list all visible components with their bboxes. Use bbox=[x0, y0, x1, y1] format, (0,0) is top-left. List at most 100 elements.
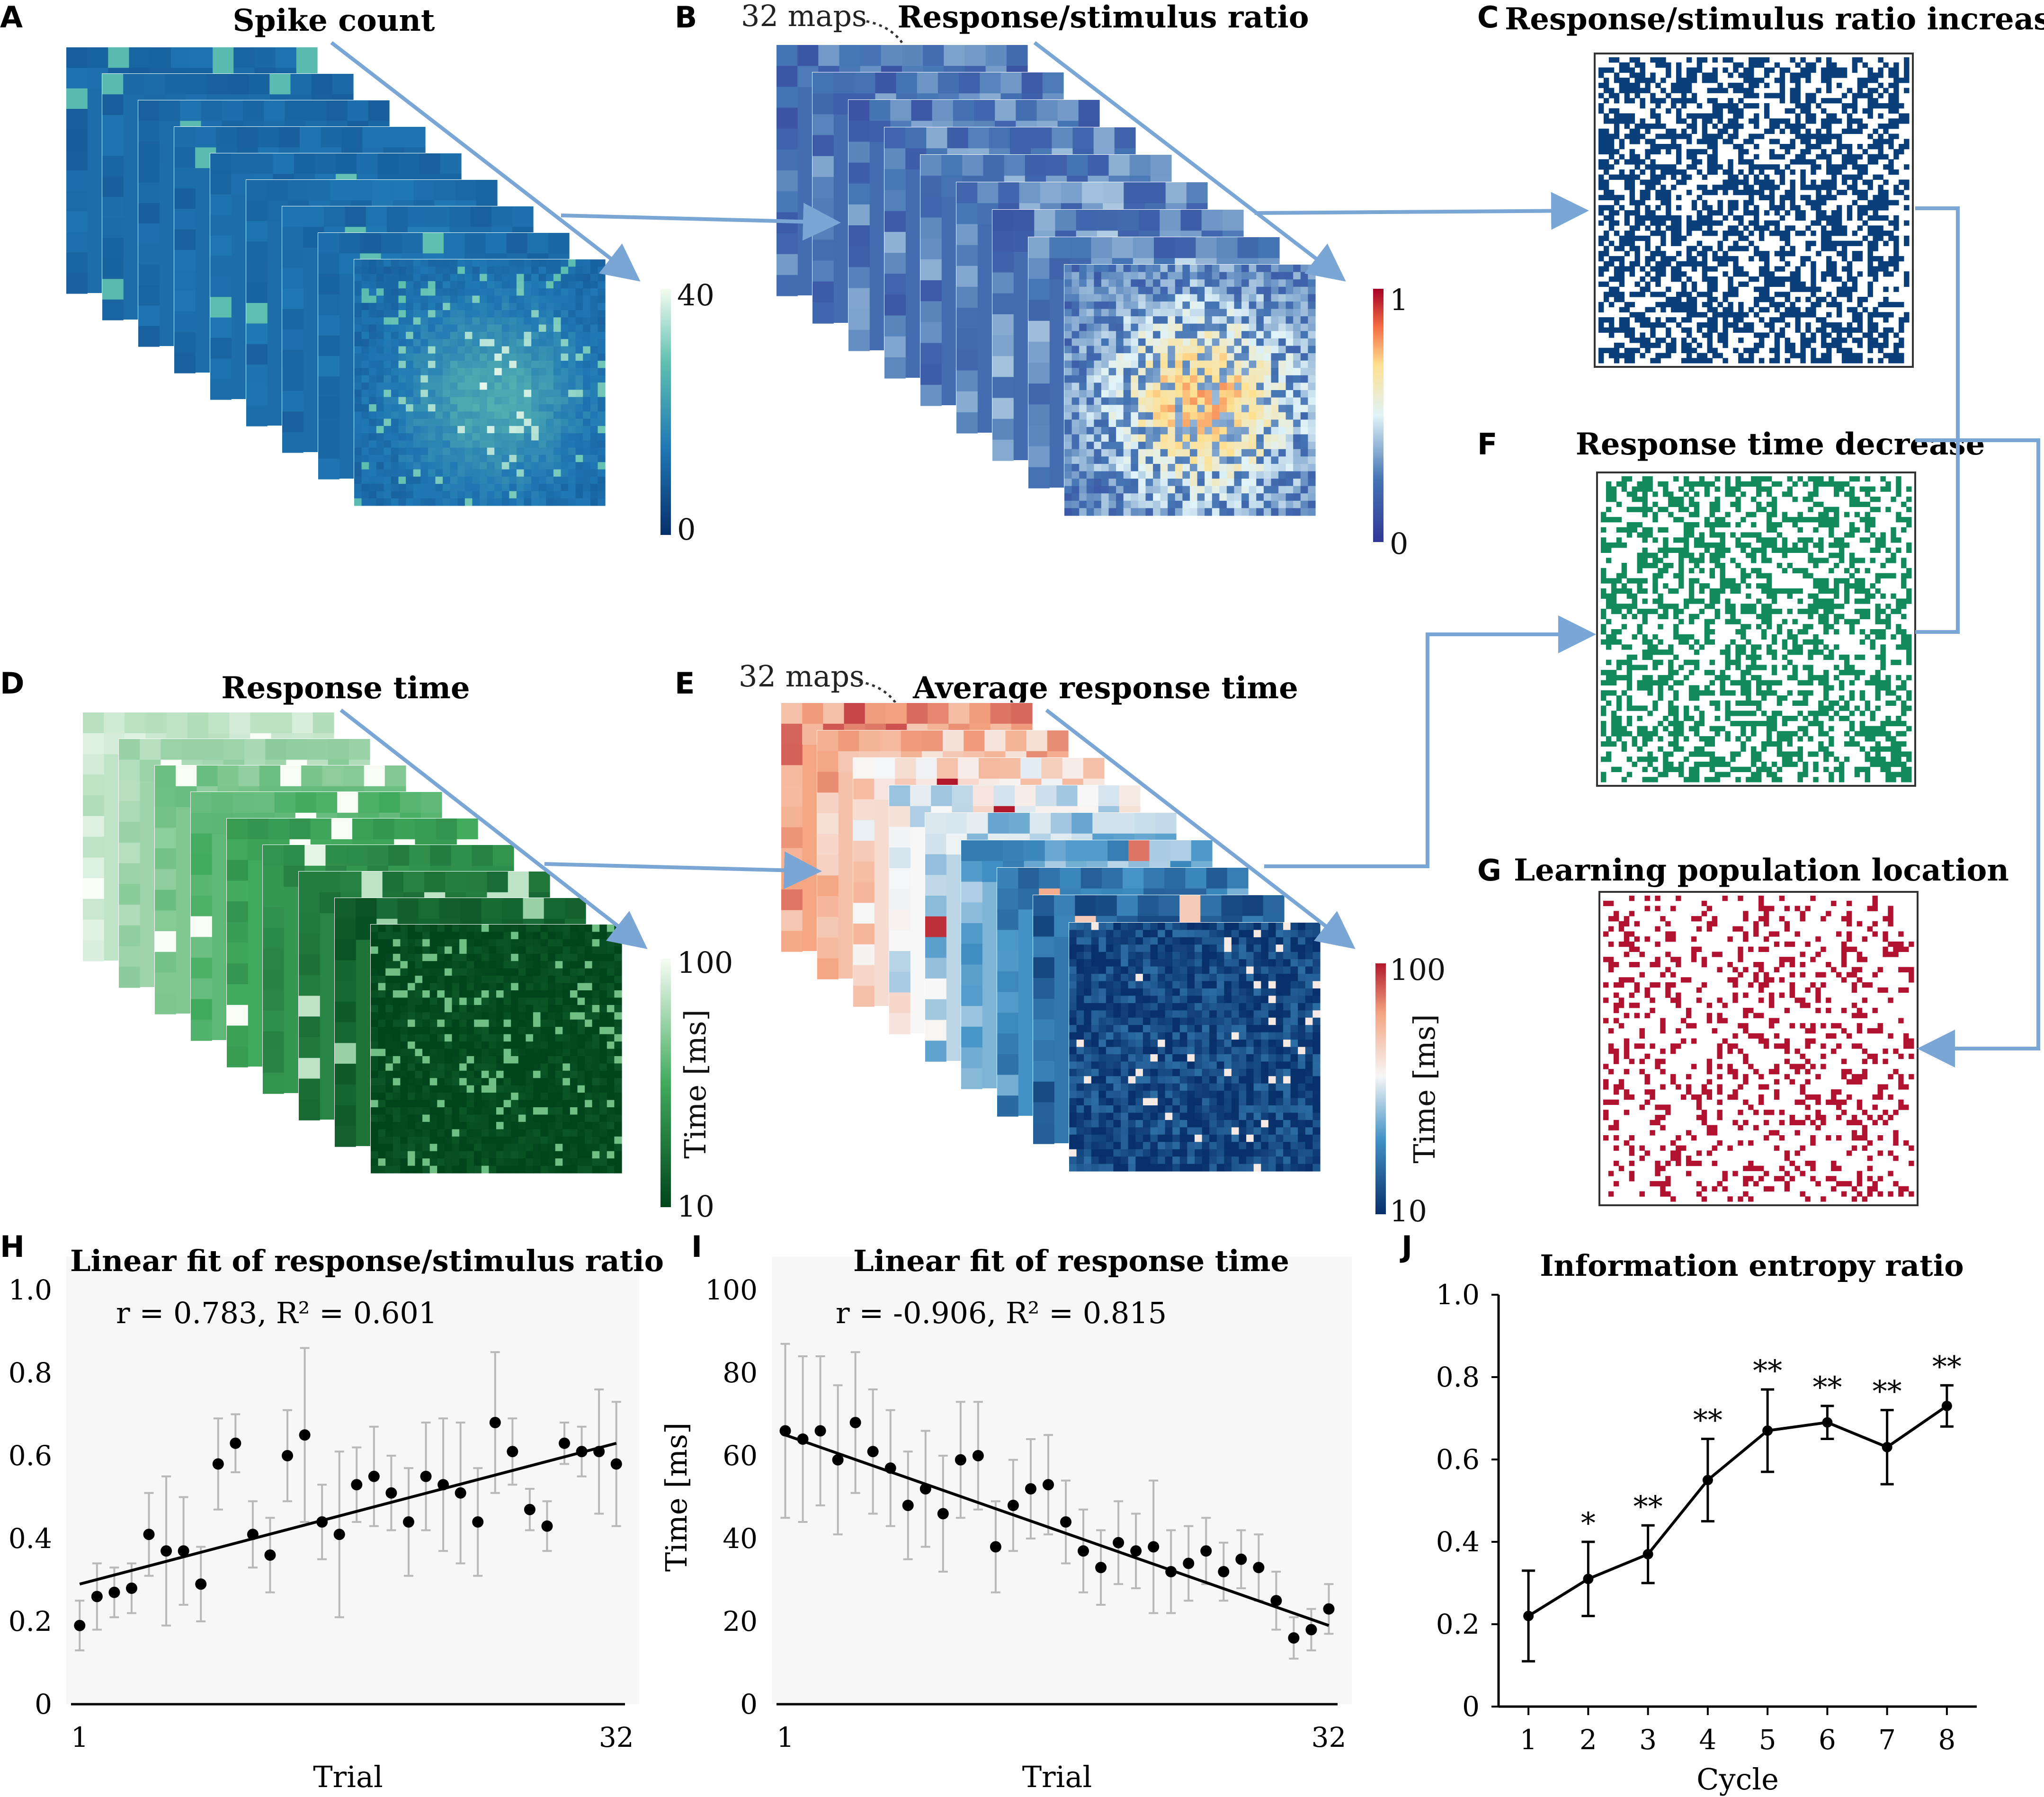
data-point bbox=[593, 1446, 605, 1458]
cbar-b-max: 1 bbox=[1390, 283, 1408, 317]
data-point bbox=[779, 1425, 791, 1437]
arrow-b-to-c bbox=[1254, 192, 1589, 230]
x-tick-label: 1 bbox=[777, 1721, 794, 1753]
data-point bbox=[902, 1500, 914, 1511]
response-time-stack bbox=[82, 712, 622, 1174]
chart-title: Information entropy ratio bbox=[1540, 1248, 1964, 1283]
arrow-e-diag bbox=[1045, 708, 1356, 949]
y-tick-label: 0 bbox=[35, 1688, 52, 1720]
panel-letter-e: E bbox=[675, 666, 695, 701]
data-point bbox=[1042, 1479, 1054, 1491]
arrow-b-diag bbox=[1033, 41, 1346, 282]
y-tick-label: 0 bbox=[1462, 1690, 1480, 1723]
panel-letter-d: D bbox=[0, 666, 24, 701]
data-point bbox=[195, 1578, 207, 1590]
arrow-a-to-b bbox=[561, 203, 841, 241]
data-point bbox=[108, 1586, 120, 1598]
fit-annotation: r = 0.783, R² = 0.601 bbox=[116, 1296, 437, 1330]
average-time-stack bbox=[781, 703, 1321, 1172]
significance-mark: ** bbox=[1873, 1374, 1902, 1409]
y-tick-label: 60 bbox=[723, 1440, 758, 1472]
time-decrease-map bbox=[1601, 476, 1912, 783]
data-point bbox=[282, 1450, 294, 1461]
y-tick-label: 0.2 bbox=[9, 1605, 52, 1637]
data-point bbox=[1183, 1557, 1195, 1569]
chart-title: Linear fit of response/stimulus ratio bbox=[70, 1244, 664, 1278]
data-point bbox=[212, 1458, 224, 1470]
data-point bbox=[385, 1487, 397, 1499]
cbar-e-label: Time [ms] bbox=[1407, 1014, 1442, 1163]
data-point bbox=[437, 1479, 449, 1491]
colorbar-b bbox=[1373, 289, 1383, 542]
panel-letter-h: H bbox=[0, 1229, 25, 1264]
y-tick-label: 0.8 bbox=[1436, 1361, 1480, 1393]
data-point bbox=[1078, 1545, 1089, 1557]
x-tick-label: 7 bbox=[1878, 1724, 1896, 1756]
data-point bbox=[1762, 1425, 1773, 1436]
ratio-increase-map bbox=[1598, 57, 1910, 364]
data-point bbox=[1200, 1545, 1212, 1557]
cbar-e-min: 10 bbox=[1390, 1194, 1427, 1228]
fit-line bbox=[79, 1441, 617, 1586]
data-point bbox=[420, 1470, 432, 1482]
data-point bbox=[1305, 1624, 1317, 1636]
data-point bbox=[832, 1454, 844, 1466]
data-point bbox=[1095, 1562, 1107, 1574]
chart-i: Linear fit of response time r = -0.906, R… bbox=[659, 1244, 1352, 1794]
data-point bbox=[161, 1545, 172, 1557]
data-point bbox=[814, 1425, 826, 1437]
ratio-stack bbox=[776, 44, 1316, 516]
spike-count-stack bbox=[66, 47, 606, 506]
significance-mark: ** bbox=[1812, 1370, 1842, 1405]
x-tick-label: 2 bbox=[1580, 1724, 1597, 1756]
arrow-d-to-e bbox=[544, 851, 822, 890]
significance-mark: ** bbox=[1753, 1353, 1782, 1388]
significance-mark: ** bbox=[1693, 1403, 1723, 1438]
x-axis-label: Trial bbox=[313, 1760, 383, 1794]
data-point bbox=[1523, 1610, 1534, 1621]
arrow-a-diag bbox=[330, 41, 641, 282]
data-point bbox=[178, 1545, 189, 1557]
x-axis-label: Trial bbox=[1022, 1760, 1092, 1794]
x-tick-label: 1 bbox=[1520, 1724, 1537, 1756]
data-point bbox=[264, 1549, 276, 1561]
data-point bbox=[867, 1446, 879, 1458]
cbar-a-max: 40 bbox=[677, 278, 714, 312]
y-tick-label: 40 bbox=[723, 1522, 758, 1555]
data-point bbox=[1288, 1632, 1300, 1644]
y-tick-label: 0.6 bbox=[9, 1440, 52, 1472]
cbar-a-min: 0 bbox=[677, 512, 696, 547]
title-c: Response/stimulus ratio increase bbox=[1505, 1, 2044, 37]
data-point bbox=[1702, 1475, 1713, 1486]
data-point bbox=[1822, 1417, 1833, 1428]
data-point bbox=[1270, 1595, 1282, 1607]
data-point bbox=[1113, 1537, 1125, 1548]
data-point bbox=[1148, 1541, 1160, 1553]
data-point bbox=[797, 1433, 809, 1445]
data-point bbox=[937, 1508, 949, 1520]
arrow-c-to-f-to-g bbox=[1915, 206, 2040, 1049]
data-point bbox=[884, 1462, 896, 1474]
data-point bbox=[143, 1529, 155, 1540]
chart-title: Linear fit of response time bbox=[853, 1244, 1289, 1278]
y-tick-label: 0.4 bbox=[9, 1522, 52, 1555]
data-point bbox=[919, 1483, 931, 1495]
title-f: Response time decrease bbox=[1576, 427, 1985, 462]
data-point bbox=[402, 1516, 414, 1528]
data-point bbox=[507, 1446, 518, 1458]
data-point bbox=[610, 1458, 622, 1470]
fit-annotation: r = -0.906, R² = 0.815 bbox=[836, 1296, 1167, 1330]
data-point bbox=[1060, 1516, 1072, 1528]
title-a: Spike count bbox=[233, 3, 435, 38]
data-point bbox=[1235, 1553, 1247, 1565]
data-point bbox=[1882, 1441, 1892, 1452]
y-tick-label: 0.8 bbox=[9, 1357, 52, 1389]
data-point bbox=[849, 1417, 861, 1428]
x-tick-label: 32 bbox=[599, 1721, 634, 1753]
data-point bbox=[316, 1516, 328, 1528]
data-point bbox=[559, 1437, 571, 1449]
significance-mark: ** bbox=[1633, 1489, 1663, 1524]
cbar-d-label: Time [ms] bbox=[678, 1009, 713, 1158]
x-tick-label: 6 bbox=[1819, 1724, 1836, 1756]
